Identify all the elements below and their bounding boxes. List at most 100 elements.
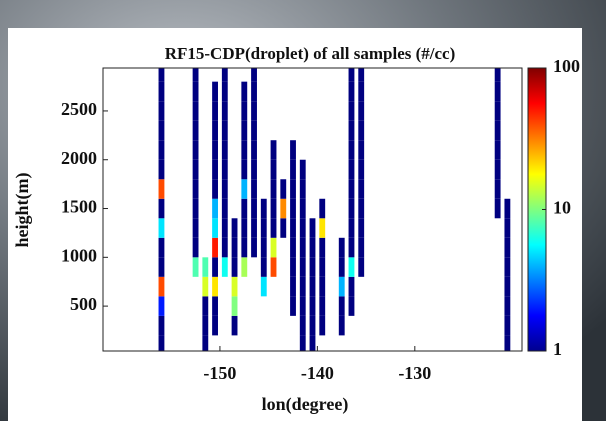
- heat-cell: [338, 237, 345, 258]
- heat-cell: [299, 218, 306, 238]
- heat-cell: [299, 159, 306, 180]
- heat-cell: [158, 198, 165, 219]
- heat-cell: [494, 198, 501, 219]
- heat-cell: [192, 218, 199, 238]
- heat-cell: [348, 81, 355, 102]
- x-tick-label: -150: [203, 363, 236, 383]
- heat-cell: [319, 315, 326, 336]
- heat-cell: [290, 237, 296, 258]
- heat-cell: [241, 81, 248, 102]
- heat-cell: [251, 101, 257, 121]
- colorbar-tick-label: 100: [553, 56, 580, 76]
- heat-cell: [241, 218, 248, 238]
- y-tick-label: 500: [70, 294, 97, 314]
- heat-cell: [358, 81, 365, 102]
- heat-cell: [212, 120, 218, 141]
- heat-cell: [504, 218, 511, 238]
- heat-cell: [212, 315, 218, 336]
- heat-cell: [241, 101, 248, 121]
- heat-cell: [358, 140, 365, 160]
- colorbar-tick-label: 10: [553, 198, 571, 218]
- heat-cell: [309, 257, 316, 277]
- heat-cell: [290, 159, 296, 180]
- heat-cell: [241, 159, 248, 180]
- heat-cell: [358, 198, 365, 219]
- heat-cell: [212, 276, 218, 297]
- heat-cell: [348, 257, 355, 277]
- heat-cell: [221, 101, 228, 121]
- heat-cell: [319, 237, 326, 258]
- heat-cell: [260, 276, 267, 297]
- heat-cell: [358, 257, 365, 277]
- heat-cell: [212, 257, 218, 277]
- heat-cell: [338, 296, 345, 316]
- heat-cell: [158, 335, 165, 351]
- heat-cell: [348, 179, 355, 199]
- heat-cell: [202, 296, 209, 316]
- heat-cell: [158, 81, 165, 102]
- y-tick-label: 1000: [61, 245, 97, 265]
- heat-cell: [290, 218, 296, 238]
- heat-cell: [358, 179, 365, 199]
- heat-cell: [192, 140, 199, 160]
- heat-cell: [212, 218, 218, 238]
- heat-cell: [192, 257, 199, 277]
- heat-cell: [358, 159, 365, 180]
- heat-cell: [309, 218, 316, 238]
- heat-cell: [280, 198, 287, 219]
- heat-cell: [270, 198, 277, 219]
- heat-cell: [158, 276, 165, 297]
- heat-cell: [348, 68, 355, 82]
- heat-cell: [251, 218, 257, 238]
- heat-cell: [221, 237, 228, 258]
- heat-cell: [270, 218, 277, 238]
- heat-cell: [338, 257, 345, 277]
- heat-cell: [348, 120, 355, 141]
- heat-cell: [158, 179, 165, 199]
- heat-cell: [358, 218, 365, 238]
- heat-cell: [270, 159, 277, 180]
- heat-cell: [212, 159, 218, 180]
- heat-cell: [192, 101, 199, 121]
- heat-cell: [270, 237, 277, 258]
- heat-cell: [231, 276, 238, 297]
- heat-cell: [158, 257, 165, 277]
- heat-cell: [260, 237, 267, 258]
- heat-cell: [212, 237, 218, 258]
- heat-cell: [299, 257, 306, 277]
- heat-cell: [221, 198, 228, 219]
- heat-cell: [221, 218, 228, 238]
- heat-cell: [348, 296, 355, 316]
- heat-cell: [299, 296, 306, 316]
- heat-cell: [358, 101, 365, 121]
- heat-cell: [212, 81, 218, 102]
- heat-cell: [299, 198, 306, 219]
- heat-cell: [494, 140, 501, 160]
- heat-cell: [158, 140, 165, 160]
- heat-cell: [494, 81, 501, 102]
- heat-cell: [158, 315, 165, 336]
- heat-cell: [290, 179, 296, 199]
- heat-cell: [358, 120, 365, 141]
- heat-cell: [221, 120, 228, 141]
- heat-cell: [192, 120, 199, 141]
- heat-cell: [280, 218, 287, 238]
- heat-cell: [221, 179, 228, 199]
- heat-cell: [319, 296, 326, 316]
- heat-cell: [319, 276, 326, 297]
- heat-cell: [221, 159, 228, 180]
- heat-cell: [192, 237, 199, 258]
- heat-cell: [290, 276, 296, 297]
- y-tick-label: 2000: [61, 148, 97, 168]
- heat-cell: [251, 179, 257, 199]
- heat-cell: [299, 276, 306, 297]
- heat-cell: [260, 257, 267, 277]
- heat-cell: [158, 218, 165, 238]
- heat-cell: [260, 218, 267, 238]
- heat-cell: [319, 257, 326, 277]
- heat-cell: [270, 257, 277, 277]
- y-axis-label: height(m): [12, 173, 33, 248]
- heat-cell: [494, 68, 501, 82]
- heat-cell: [221, 140, 228, 160]
- heat-cell: [348, 101, 355, 121]
